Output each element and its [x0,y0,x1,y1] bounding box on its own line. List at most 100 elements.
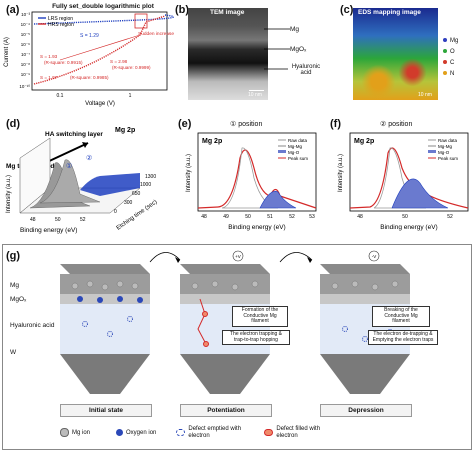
svg-text:Etching time (sec): Etching time (sec) [116,199,159,231]
panel-f-letter: (f) [330,118,341,130]
oxygen-ion-icon [116,429,124,437]
svg-text:50: 50 [245,214,251,220]
svg-text:①: ① [66,162,72,170]
panel-g-legend: Mg ion Oxygen ion Defect emptied with el… [60,426,460,439]
note-trapping: The electron trapping & trap-to-trap hop… [222,330,290,345]
svg-text:Intensity (a.u.): Intensity (a.u.) [6,175,12,213]
svg-text:10⁻¹⁰: 10⁻¹⁰ [19,84,30,89]
layer-mgox: MgOₓ [10,296,27,303]
svg-text:10⁻⁴: 10⁻⁴ [21,22,30,27]
label-mgox: MgOₓ [290,46,307,53]
svg-text:Mg 2p: Mg 2p [115,127,135,134]
svg-text:10⁻⁸: 10⁻⁸ [21,62,30,67]
svg-text:Mg-Mg: Mg-Mg [288,144,302,149]
device-potentiation: +V [180,250,270,394]
svg-text:10⁻⁹: 10⁻⁹ [21,72,30,77]
svg-text:0.1: 0.1 [57,93,64,99]
note-formation: Formation of the Conductive Mg filament [232,306,288,327]
svg-text:S = 1.93: S = 1.93 [40,54,58,59]
svg-text:HA switching layer: HA switching layer [45,131,103,138]
svg-text:52: 52 [447,214,453,220]
state-depression: Depression [320,404,412,417]
tem-image [188,8,268,100]
svg-text:48: 48 [201,214,207,220]
panel-b-arrows [264,28,290,70]
svg-text:Mg-O: Mg-O [288,150,300,155]
panel-f-title: ② position [380,121,413,128]
svg-text:Mg 2p: Mg 2p [354,138,374,145]
panel-g-diagram: +V -V [60,250,410,394]
svg-text:(R-square: 0.9985): (R-square: 0.9985) [70,75,109,80]
svg-text:1300: 1300 [145,174,156,180]
panel-a-title: Fully set_double logarithmic plot [52,3,154,10]
bias-minus: -V [372,254,377,259]
panel-a-plot: 10⁻³ 10⁻⁴ 10⁻⁵ 10⁻⁶ 10⁻⁷ 10⁻⁸ 10⁻⁹ 10⁻¹⁰… [4,11,174,107]
svg-text:Binding energy (eV): Binding energy (eV) [228,224,285,231]
svg-text:Peak sum: Peak sum [438,156,458,161]
eds-image [353,8,438,100]
panel-a-legend-lrs: LRS region [48,16,73,22]
svg-text:S = 2.98: S = 2.98 [110,59,128,64]
svg-text:Mg 2p: Mg 2p [202,138,222,145]
note-detrapping: The electron de-trapping & Emptying the … [368,330,438,345]
svg-text:51: 51 [267,214,273,220]
svg-text:1000: 1000 [140,182,151,188]
state-initial: Initial state [60,404,152,417]
panel-d-plot: Mg 2p HA switching layer Mg top electrod… [6,127,159,234]
svg-text:S = 1.07: S = 1.07 [40,75,58,80]
panel-c-letter: (c) [340,4,354,16]
panel-e-title: ① position [230,121,263,128]
svg-text:49: 49 [223,214,229,220]
svg-text:0: 0 [114,209,117,215]
svg-text:48: 48 [30,217,36,223]
panel-a-legend-hrs: HRS region [48,22,74,28]
panel-g-letter: (g) [6,250,21,262]
svg-text:Raw data: Raw data [288,138,308,143]
panel-a-yticks: 10⁻³ 10⁻⁴ 10⁻⁵ 10⁻⁶ 10⁻⁷ 10⁻⁸ 10⁻⁹ 10⁻¹⁰ [19,12,30,89]
label-ha: Hyaluronic acid [291,64,321,76]
svg-text:Mg-O: Mg-O [438,150,450,155]
defect-empty-icon [176,429,186,437]
label-mg: Mg [290,26,300,33]
panel-b-scalebar [249,90,264,91]
state-potentiation: Potentiation [180,404,272,417]
svg-text:②: ② [86,154,92,162]
panel-e-letter: (e) [178,118,192,130]
svg-text:10⁻³: 10⁻³ [21,12,30,17]
svg-text:52: 52 [80,217,86,223]
panel-a-letter: (a) [6,4,20,16]
svg-text:52: 52 [289,214,295,220]
svg-text:50: 50 [402,214,408,220]
layer-w: W [10,349,17,356]
panel-a-annotation: Sudden increase [138,31,174,37]
panel-d-letter: (d) [6,118,21,130]
svg-text:Intensity (a.u.): Intensity (a.u.) [338,154,344,192]
panel-g-frame [2,244,472,450]
panel-a-ylabel: Current (A) [4,37,10,67]
defect-filled-icon [264,429,274,437]
panel-a-xlabel: Voltage (V) [85,101,115,107]
svg-text:53: 53 [309,214,315,220]
svg-text:50: 50 [55,217,61,223]
layer-ha: Hyaluronic acid [10,322,55,329]
panel-a-s-main: S = 1.29 [80,33,99,39]
svg-text:650: 650 [132,191,141,197]
svg-text:1: 1 [129,93,132,99]
mg-ion-icon [60,428,69,438]
panel-b-title: TEM image [210,9,245,16]
svg-text:300: 300 [124,200,133,206]
svg-text:Binding energy (eV): Binding energy (eV) [380,224,437,231]
svg-text:Peak sum: Peak sum [288,156,308,161]
svg-text:10⁻⁵: 10⁻⁵ [21,32,30,37]
svg-text:(R-square: 0.9915): (R-square: 0.9915) [44,60,83,65]
svg-text:Intensity (a.u.): Intensity (a.u.) [186,154,192,192]
panel-e-plot: Mg 2p Raw data Mg-Mg Mg-O Peak sum 48 49… [186,132,317,231]
layer-mg: Mg [10,282,20,289]
svg-text:10⁻⁷: 10⁻⁷ [21,52,30,57]
note-breaking: Breaking of the Conductive Mg filament [372,306,430,327]
svg-text:10⁻⁶: 10⁻⁶ [21,42,30,47]
svg-text:48: 48 [357,214,363,220]
panel-c-legend: Mg O C N [443,36,458,80]
panel-c-scale: 10 nm [418,92,432,98]
bias-plus: +V [235,254,241,259]
